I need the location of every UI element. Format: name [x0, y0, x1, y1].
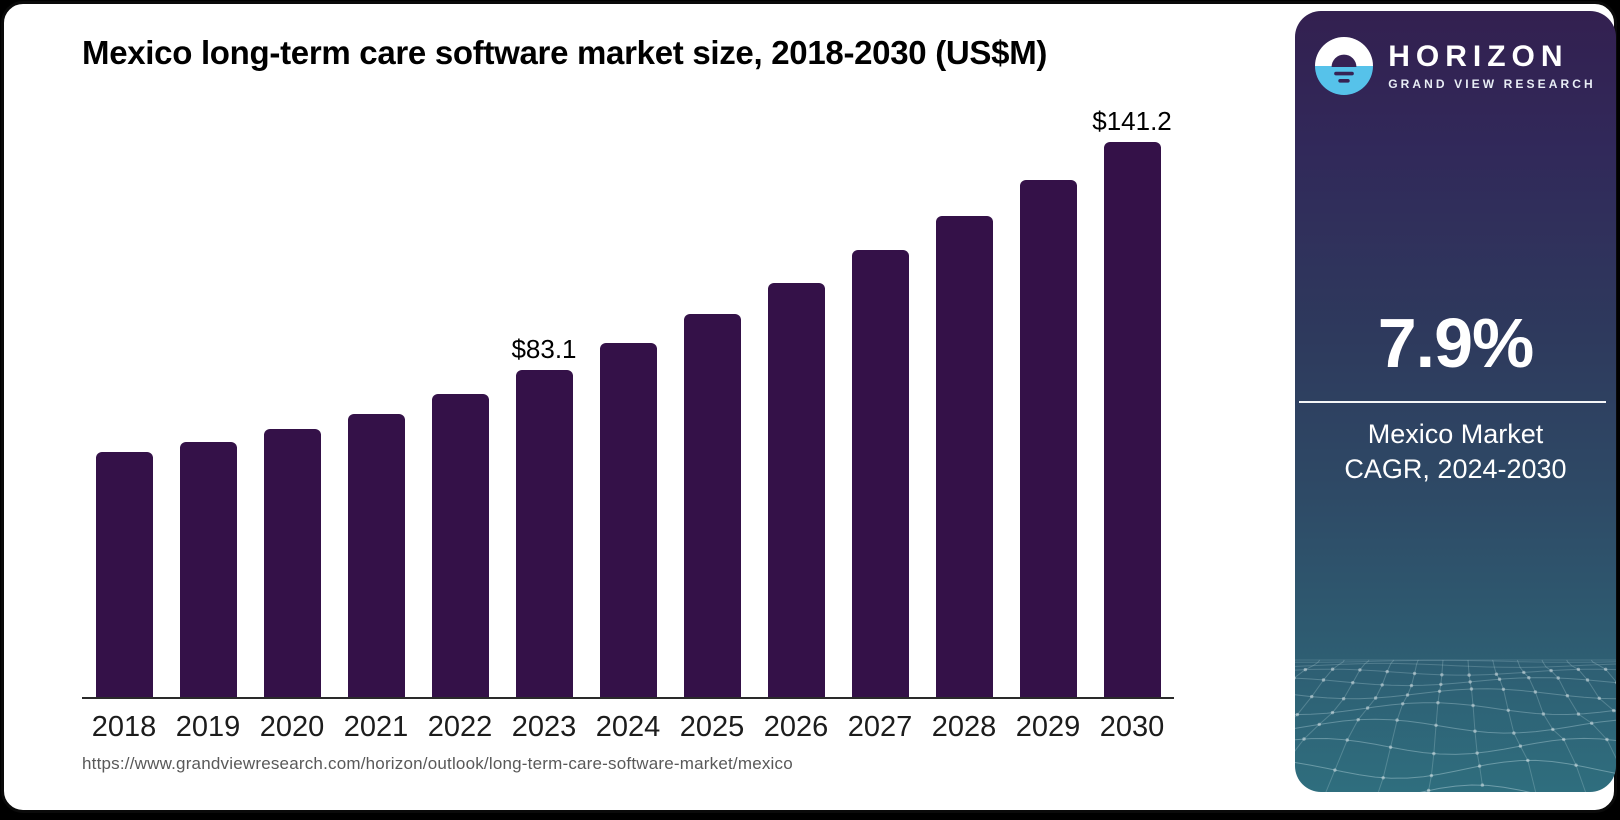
bar-2026 — [767, 283, 825, 697]
stat-divider — [1299, 400, 1606, 403]
bars-area: $83.1 $141.2 — [82, 104, 1174, 699]
brand-logo: HORIZON GRAND VIEW RESEARCH — [1295, 11, 1616, 95]
mesh-pattern — [1295, 659, 1616, 792]
bar-column-2019 — [166, 442, 250, 697]
x-tick-2027: 2027 — [847, 711, 913, 743]
bar-column-2022 — [418, 394, 502, 697]
bar-value-label-2023: $83.1 — [511, 334, 577, 365]
x-tick-2025: 2025 — [679, 711, 745, 743]
bar-2028 — [935, 215, 993, 697]
bar-2019 — [179, 442, 237, 697]
bar-column-2018 — [82, 452, 166, 697]
bar-2030 — [1103, 142, 1161, 697]
bar-2021 — [347, 414, 405, 697]
stat-label-line1: Mexico Market — [1367, 418, 1544, 449]
brand-sidebar: HORIZON GRAND VIEW RESEARCH 7.9% Mexico … — [1295, 11, 1616, 792]
bar-2024 — [599, 343, 657, 697]
x-tick-2028: 2028 — [931, 711, 997, 743]
bar-column-2028 — [922, 215, 1006, 697]
x-tick-2024: 2024 — [595, 711, 661, 743]
x-axis-labels: 2018 2019 2020 2021 2022 2023 2024 2025 2026 2027… — [82, 711, 1174, 744]
bar-column-2021 — [334, 414, 418, 697]
bar-column-2030: $141.2 — [1090, 106, 1174, 697]
bar-column-2029 — [1006, 179, 1090, 697]
x-tick-2018: 2018 — [91, 711, 157, 743]
x-tick-2019: 2019 — [175, 711, 241, 743]
bar-2020 — [263, 429, 321, 697]
x-tick-2020: 2020 — [259, 711, 325, 743]
bar-2022 — [431, 394, 489, 697]
x-tick-2022: 2022 — [427, 711, 493, 743]
bar-column-2025 — [670, 314, 754, 697]
brand-tagline: GRAND VIEW RESEARCH — [1388, 77, 1596, 92]
x-tick-2021: 2021 — [343, 711, 409, 743]
bar-column-2026 — [754, 283, 838, 697]
cagr-stat: 7.9% Mexico Market CAGR, 2024-2030 — [1295, 304, 1616, 488]
bar-column-2020 — [250, 429, 334, 697]
bar-2025 — [683, 314, 741, 697]
chart-title: Mexico long-term care software market si… — [82, 34, 1048, 71]
bar-column-2024 — [586, 343, 670, 697]
source-url: https://www.grandviewresearch.com/horizo… — [82, 754, 793, 773]
stat-label-line2: CAGR, 2024-2030 — [1344, 454, 1567, 485]
bar-column-2027 — [838, 249, 922, 697]
bar-2023 — [515, 370, 573, 697]
bar-chart: $83.1 $141.2 2018 2019 2020 2021 2022 2023 2024… — [82, 104, 1174, 744]
x-tick-2023: 2023 — [511, 711, 577, 743]
brand-name: HORIZON — [1388, 39, 1569, 73]
cagr-value: 7.9% — [1377, 304, 1535, 382]
bar-column-2023: $83.1 — [502, 334, 586, 697]
bar-2027 — [851, 249, 909, 697]
x-tick-2030: 2030 — [1099, 711, 1165, 743]
x-tick-2029: 2029 — [1015, 711, 1081, 743]
brand-wordmark: HORIZON GRAND VIEW RESEARCH — [1388, 41, 1596, 92]
bar-value-label-2030: $141.2 — [1092, 106, 1172, 136]
horizon-sunset-logo-icon — [1315, 37, 1374, 95]
x-tick-2026: 2026 — [763, 711, 829, 743]
bar-2018 — [95, 452, 153, 697]
bar-2029 — [1019, 179, 1077, 697]
